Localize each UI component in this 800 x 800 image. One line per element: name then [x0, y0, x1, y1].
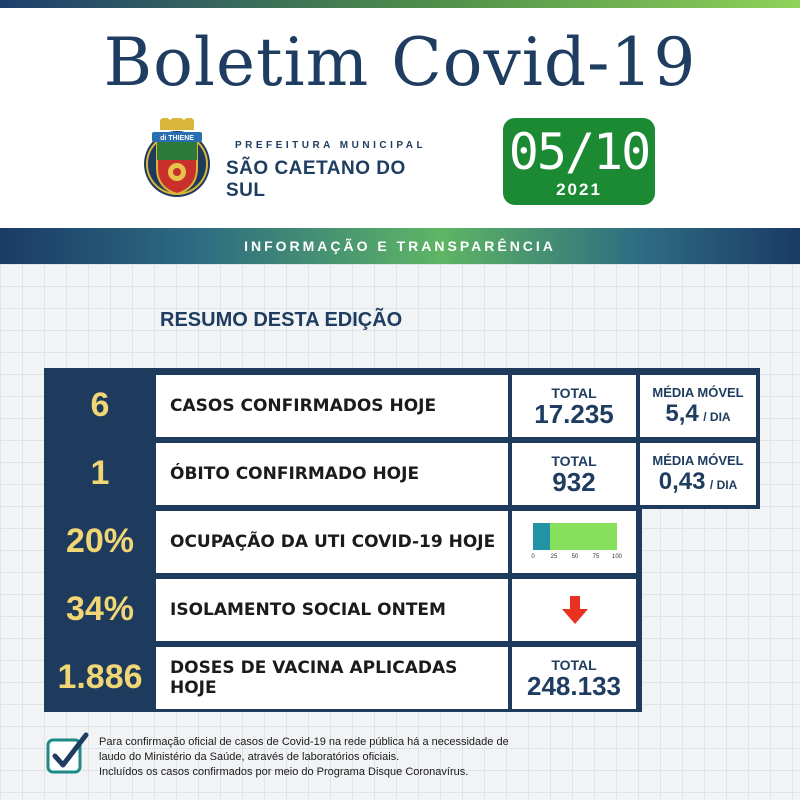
footnote-line: Incluídos os casos confirmados por meio …: [99, 766, 469, 778]
row-label-casos: CASOS CONFIRMADOS HOJE: [156, 375, 508, 437]
footnote-line: Para confirmação oficial de casos de Cov…: [99, 736, 509, 748]
total-casos-label: TOTAL: [551, 385, 597, 401]
org-small-label: PREFEITURA MUNICIPAL: [235, 140, 427, 151]
media-casos-value: 5,4: [665, 400, 699, 427]
total-obito-label: TOTAL: [551, 453, 597, 469]
gauge-tick: 100: [611, 554, 623, 560]
media-obito-value: 0,43: [658, 468, 706, 495]
row-value-uti: 20%: [65, 521, 135, 560]
total-doses-label: TOTAL: [551, 657, 597, 673]
row-value-doses: 1.886: [57, 657, 143, 696]
gauge-fill: [533, 523, 550, 550]
total-doses-value: 248.133: [527, 671, 621, 701]
isolation-trend: [512, 579, 636, 641]
total-obito-value: 932: [552, 467, 596, 497]
gauge-ticks: 0 25 50 75 100: [531, 554, 622, 564]
row-value-isolamento: 34%: [65, 589, 135, 628]
total-casos-value: 17.235: [534, 399, 614, 429]
row-label-doses: DOSES DE VACINA APLICADAS HOJE: [156, 647, 508, 709]
gauge-tick: 0: [531, 554, 535, 560]
media-obito: MÉDIA MÓVEL 0,43 / DIA: [640, 443, 756, 505]
checkbox-check-icon: [46, 732, 89, 774]
footnote: Para confirmação oficial de casos de Cov…: [99, 735, 619, 780]
summary-heading: RESUMO DESTA EDIÇÃO: [160, 309, 403, 331]
top-gradient-bar: [0, 0, 800, 8]
media-casos-unit: / DIA: [703, 410, 731, 424]
down-arrow-icon: [562, 596, 588, 624]
media-obito-unit: / DIA: [709, 478, 738, 492]
row-label-uti: OCUPAÇÃO DA UTI COVID-19 HOJE: [156, 511, 508, 573]
city-crest-icon: di THIENE: [144, 118, 210, 197]
date-badge: 05/10 2021: [503, 118, 655, 205]
crest-banner-text: di THIENE: [160, 135, 194, 142]
media-obito-label: MÉDIA MÓVEL: [652, 453, 744, 468]
date-year: 2021: [556, 180, 602, 199]
gauge-tick: 25: [550, 554, 558, 560]
gauge-tick: 75: [592, 554, 600, 560]
page-title: Boletim Covid-19: [103, 24, 697, 101]
row-label-obito: ÓBITO CONFIRMADO HOJE: [156, 443, 508, 505]
total-casos: TOTAL 17.235: [512, 375, 636, 437]
transparency-band: INFORMAÇÃO E TRANSPARÊNCIA: [0, 228, 800, 264]
uti-gauge: 0 25 50 75 100: [512, 511, 636, 573]
total-obito: TOTAL 932: [512, 443, 636, 505]
date-day-month: 05/10: [508, 123, 652, 181]
media-casos-label: MÉDIA MÓVEL: [652, 385, 744, 400]
row-value-casos: 6: [90, 385, 110, 424]
prefeitura-logo: di THIENE PREFEITURA MUNICIPAL SÃO CAETA…: [140, 118, 440, 208]
row-label-isolamento: ISOLAMENTO SOCIAL ONTEM: [156, 579, 508, 641]
row-value-obito: 1: [90, 453, 110, 492]
gauge-track: [533, 523, 617, 550]
gauge-tick: 50: [571, 554, 579, 560]
media-casos: MÉDIA MÓVEL 5,4 / DIA: [640, 375, 756, 437]
total-doses: TOTAL 248.133: [512, 647, 636, 709]
footnote-line: laudo do Ministério da Saúde, através de…: [99, 751, 400, 763]
org-name: SÃO CAETANO DO SUL: [226, 158, 406, 201]
